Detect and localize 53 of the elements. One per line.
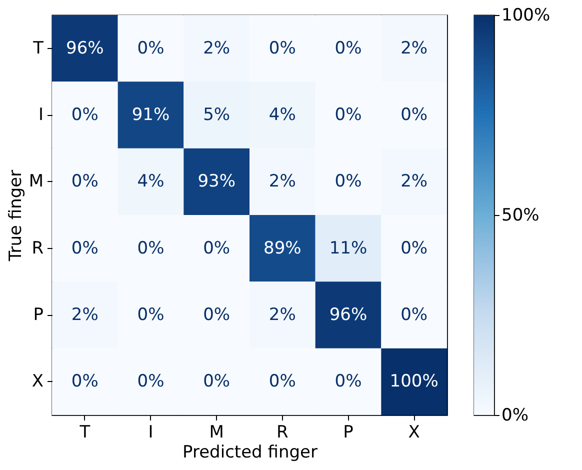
data-label: 0% — [400, 305, 428, 325]
data-label: 91% — [132, 105, 170, 125]
data-label: 2% — [400, 38, 428, 58]
data-label: 2% — [71, 305, 98, 325]
x-tick-label: I — [148, 422, 154, 442]
data-label: 100% — [390, 372, 438, 392]
data-label: 4% — [137, 172, 164, 192]
data-label: 0% — [203, 305, 230, 325]
data-label: 2% — [268, 305, 296, 325]
data-label: 5% — [203, 105, 230, 125]
data-label: 96% — [66, 38, 104, 58]
data-label: 0% — [334, 372, 362, 392]
data-label: 0% — [137, 38, 164, 58]
data-label: 0% — [137, 238, 164, 258]
y-tick-label: X — [32, 372, 44, 392]
data-label: 89% — [264, 238, 302, 258]
x-tick-label: T — [78, 422, 91, 442]
data-label: 0% — [400, 238, 428, 258]
data-label: 0% — [71, 238, 98, 258]
data-label: 2% — [268, 172, 296, 192]
data-label: 0% — [203, 238, 230, 258]
x-tick-label: P — [343, 422, 354, 442]
data-label: 0% — [268, 38, 296, 58]
data-label: 96% — [329, 305, 368, 325]
x-axis-title: Predicted finger — [182, 442, 318, 462]
color-bar-label: 0% — [502, 406, 528, 426]
data-label: 93% — [198, 172, 236, 192]
y-tick-label: P — [33, 305, 44, 325]
data-label: 0% — [334, 105, 362, 125]
x-tick-label: M — [209, 422, 224, 442]
y-tick-label: M — [28, 172, 44, 192]
x-tick-label: X — [408, 422, 420, 442]
data-label: 0% — [71, 372, 98, 392]
y-tick-label: T — [32, 38, 44, 58]
data-label: 0% — [203, 372, 230, 392]
y-tick-label: R — [32, 238, 44, 258]
data-label: 2% — [400, 172, 428, 192]
data-label: 0% — [71, 105, 98, 125]
data-label: 4% — [268, 105, 296, 125]
data-label: 2% — [203, 38, 230, 58]
data-label: 0% — [268, 372, 296, 392]
data-label: 0% — [71, 172, 98, 192]
data-label: 0% — [334, 172, 362, 192]
data-label: 0% — [137, 372, 164, 392]
data-label: 0% — [137, 305, 164, 325]
y-axis-title: True finger — [6, 170, 26, 262]
color-bar-label: 50% — [502, 206, 540, 226]
x-tick-label: R — [276, 422, 289, 442]
data-label: 11% — [329, 238, 368, 258]
data-label: 0% — [400, 105, 428, 125]
data-label: 0% — [334, 38, 362, 58]
color-bar-label: 100% — [502, 6, 550, 26]
y-tick-label: I — [38, 105, 44, 125]
